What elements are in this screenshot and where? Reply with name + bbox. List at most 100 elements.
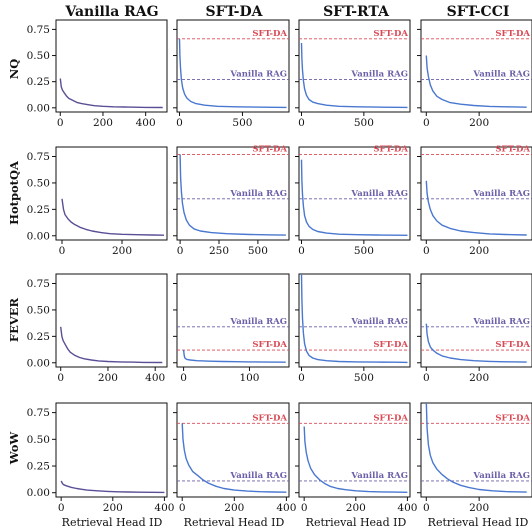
panel-hotpotqa-sft-da-x-tick-label-0: 0 <box>177 245 184 257</box>
panel-fever-sft-cci-ref-label-vanilla-rag: Vanilla RAG <box>472 317 530 327</box>
panel-hotpotqa-vanilla-rag-y-tick-label-1: 0.25 <box>27 204 50 216</box>
panel-fever-sft-cci-ref-label-sft-da: SFT-DA <box>495 340 530 350</box>
panel-wow-sft-rta-frame <box>298 402 411 498</box>
panel-fever-vanilla-rag-x-tick-label-1: 200 <box>98 372 118 384</box>
panel-nq-sft-cci-series-line-0 <box>425 55 527 108</box>
panel-nq-vanilla-rag-x-tick-label-1: 200 <box>93 117 113 129</box>
panel-nq-vanilla-rag-y-tick-label-1: 0.25 <box>27 76 50 88</box>
panel-wow-sft-rta-ref-label-sft-da: SFT-DA <box>373 413 408 423</box>
panel-nq-sft-da-ref-label-sft-da: SFT-DA <box>252 29 287 39</box>
panel-hotpotqa-sft-rta: 0 500 SFT-DA Vanilla RAG <box>295 144 411 257</box>
panel-nq-vanilla-rag: 0.00 0.25 0.50 0.75 0 200 400 <box>27 19 168 129</box>
panel-wow-sft-da: 0 200 400 SFT-DA Vanilla RAG <box>173 402 296 514</box>
panel-hotpotqa-sft-cci-x-tick-label-1: 200 <box>469 245 489 257</box>
panel-wow-sft-da-x-tick-label-1: 200 <box>224 502 244 514</box>
panel-wow-sft-cci-series-line-0 <box>425 403 527 493</box>
panel-hotpotqa-sft-rta-x-tick-label-1: 500 <box>354 245 374 257</box>
panel-fever-vanilla-rag-frame <box>55 273 168 368</box>
panel-hotpotqa-sft-cci-x-tick-label-0: 0 <box>423 245 430 257</box>
panel-fever-sft-da-x-tick-label-1: 100 <box>239 372 259 384</box>
x-axis-label-sft-rta: Retrieval Head ID <box>306 516 407 529</box>
x-axis-label-sft-da: Retrieval Head ID <box>184 516 285 529</box>
x-axis-label-sft-cci: Retrieval Head ID <box>428 516 529 529</box>
panel-hotpotqa-sft-rta-frame <box>298 146 411 241</box>
panel-nq-sft-cci-x-tick-label-1: 200 <box>469 117 489 129</box>
panel-nq-sft-rta-ref-label-sft-da: SFT-DA <box>373 29 408 39</box>
panel-nq-sft-da-x-tick-label-1: 500 <box>232 117 252 129</box>
panel-wow-sft-rta-x-tick-label-0: 0 <box>301 502 308 514</box>
panel-fever-sft-cci-x-tick-label-1: 200 <box>469 372 489 384</box>
panel-hotpotqa-sft-rta-ref-label-vanilla-rag: Vanilla RAG <box>350 189 408 199</box>
panel-fever-vanilla-rag-y-tick-label-2: 0.50 <box>27 304 50 316</box>
column-titles: Vanilla RAG SFT-DA SFT-RTA SFT-CCI <box>64 4 509 20</box>
panel-nq-vanilla-rag-x-tick-label-2: 400 <box>136 117 156 129</box>
panel-nq-sft-da-frame <box>176 19 290 113</box>
panel-nq-sft-da-x-tick-label-0: 0 <box>176 117 183 129</box>
panel-wow-vanilla-rag-y-tick-label-3: 0.75 <box>27 407 50 419</box>
panel-nq-vanilla-rag-frame <box>55 19 168 113</box>
panel-fever-vanilla-rag-y-tick-label-3: 0.75 <box>27 278 50 290</box>
panel-nq-sft-cci-x-tick-label-0: 0 <box>423 117 430 129</box>
panel-wow-sft-cci-ref-label-vanilla-rag: Vanilla RAG <box>472 471 530 481</box>
panel-nq-sft-da-series-line-0 <box>178 38 287 109</box>
panel-fever-sft-rta-frame <box>298 273 411 368</box>
row-label-hotpotqa: HotpotQA <box>7 160 21 225</box>
panel-fever-sft-da-ref-label-sft-da: SFT-DA <box>252 340 287 350</box>
panel-fever-sft-rta-ref-label-vanilla-rag: Vanilla RAG <box>350 317 408 327</box>
panel-nq-sft-rta-x-tick-label-0: 0 <box>298 117 305 129</box>
panel-fever-vanilla-rag-y-tick-label-1: 0.25 <box>27 331 50 343</box>
panel-hotpotqa-vanilla-rag-y-tick-label-2: 0.50 <box>27 177 50 189</box>
panel-grid: 0.00 0.25 0.50 0.75 0 200 400 0 500 SFT-DA Vanilla… <box>27 19 532 514</box>
panel-fever-sft-cci-x-tick-label-0: 0 <box>423 372 430 384</box>
panel-hotpotqa-sft-cci-ref-label-vanilla-rag: Vanilla RAG <box>472 189 530 199</box>
panel-fever-sft-da-ref-label-vanilla-rag: Vanilla RAG <box>229 317 287 327</box>
panel-wow-sft-rta: 0 200 400 SFT-DA Vanilla RAG <box>295 402 417 514</box>
panel-hotpotqa-sft-da-frame <box>176 146 290 241</box>
panel-wow-sft-da-ref-label-sft-da: SFT-DA <box>252 413 287 423</box>
panel-fever-sft-rta: 0 500 Vanilla RAG SFT-DA <box>295 273 411 384</box>
panel-fever-sft-da-series-line-0 <box>182 350 286 363</box>
panel-nq-vanilla-rag-y-tick-label-2: 0.50 <box>27 50 50 62</box>
panel-wow-sft-da-x-tick-label-0: 0 <box>179 502 186 514</box>
panel-hotpotqa-sft-da: 0 250 500 SFT-DA Vanilla RAG <box>173 144 290 257</box>
panel-hotpotqa-sft-da-ref-label-vanilla-rag: Vanilla RAG <box>229 189 287 199</box>
row-label-nq: NQ <box>7 59 21 80</box>
panel-nq-sft-da-ref-label-vanilla-rag: Vanilla RAG <box>229 70 287 80</box>
column-title-sft-da: SFT-DA <box>206 4 264 20</box>
panel-wow-vanilla-rag-x-tick-label-2: 400 <box>154 502 174 514</box>
panel-wow-sft-rta-x-tick-label-1: 200 <box>346 502 366 514</box>
panel-hotpotqa-vanilla-rag-y-tick-label-0: 0.00 <box>27 230 50 242</box>
panel-wow-sft-cci-x-tick-label-1: 200 <box>469 502 489 514</box>
column-title-vanilla-rag: Vanilla RAG <box>64 4 158 20</box>
column-title-sft-cci: SFT-CCI <box>447 4 510 20</box>
panel-hotpotqa-sft-da-x-tick-label-2: 500 <box>248 245 268 257</box>
panel-hotpotqa-sft-cci-ref-label-sft-da: SFT-DA <box>495 144 530 154</box>
panel-wow-vanilla-rag-series-line-0 <box>60 480 165 494</box>
panel-hotpotqa-sft-cci-frame <box>420 146 532 241</box>
panel-nq-sft-cci-frame <box>420 19 532 113</box>
panel-nq-sft-rta: 0 500 SFT-DA Vanilla RAG <box>295 19 411 129</box>
panel-wow-sft-da-x-tick-label-2: 400 <box>276 502 296 514</box>
panel-hotpotqa-vanilla-rag-x-tick-label-0: 0 <box>59 245 66 257</box>
panel-hotpotqa-vanilla-rag-frame <box>55 146 168 241</box>
panel-wow-sft-da-series-line-0 <box>181 423 287 493</box>
panel-fever-sft-cci-frame <box>420 273 532 368</box>
panel-hotpotqa-vanilla-rag: 0.00 0.25 0.50 0.75 0 200 <box>27 146 168 257</box>
panel-nq-vanilla-rag-x-tick-label-0: 0 <box>57 117 64 129</box>
panel-fever-sft-cci-series-line-0 <box>425 323 527 363</box>
panel-wow-vanilla-rag-x-tick-label-1: 200 <box>103 502 123 514</box>
panel-fever-vanilla-rag-x-tick-label-0: 0 <box>57 372 64 384</box>
panel-hotpotqa-sft-rta-ref-label-sft-da: SFT-DA <box>373 144 408 154</box>
panel-fever-sft-da-frame <box>176 273 290 368</box>
panel-fever-sft-da: 0 100 Vanilla RAG SFT-DA <box>173 273 290 384</box>
panel-nq-sft-rta-series-line-0 <box>300 42 408 109</box>
panel-fever-vanilla-rag-series-line-0 <box>60 326 163 364</box>
panel-hotpotqa-sft-cci-series-line-0 <box>425 180 527 236</box>
row-labels: NQ HotpotQA FEVER WoW <box>7 59 21 466</box>
panel-fever-vanilla-rag-y-tick-label-0: 0.00 <box>27 357 50 369</box>
panel-wow-vanilla-rag-frame <box>55 402 168 498</box>
panel-nq-sft-cci-ref-label-vanilla-rag: Vanilla RAG <box>472 70 530 80</box>
panel-hotpotqa-sft-da-series-line-0 <box>179 154 286 236</box>
panel-fever-sft-rta-x-tick-label-0: 0 <box>298 372 305 384</box>
